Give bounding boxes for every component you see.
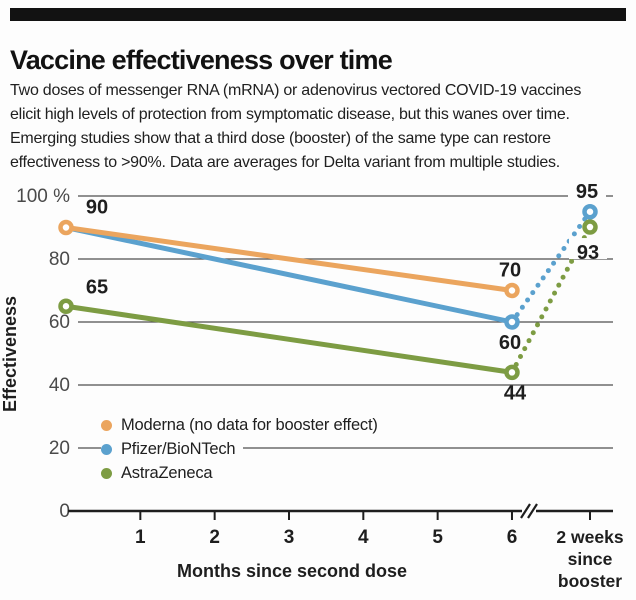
legend-label-astrazeneca: AstraZeneca <box>121 463 213 482</box>
point-label-65: 65 <box>86 276 108 298</box>
chart-legend: Moderna (no data for booster effect) Pfi… <box>101 414 386 484</box>
x-tick-label-6: 6 <box>507 527 518 548</box>
x-tick-label-4: 4 <box>358 527 369 548</box>
point-label-60: 60 <box>499 332 521 354</box>
y-axis-title: Effectiveness <box>0 296 20 412</box>
data-point-moderna-90 <box>58 219 74 236</box>
page-title: Vaccine effectiveness over time <box>10 45 393 76</box>
series-line-astrazeneca <box>63 303 515 375</box>
moderna-dot-icon <box>101 419 112 431</box>
legend-item-astrazeneca: AstraZeneca <box>101 462 221 484</box>
y-tick-label-40: 40 <box>49 375 70 396</box>
data-point-astrazeneca-65 <box>58 298 74 314</box>
point-label-90: 90 <box>86 197 108 219</box>
booster-tick-label-line-1: 2 weeks <box>556 527 623 547</box>
y-tick-label-60: 60 <box>49 312 70 333</box>
x-axis-title: Months since second dose <box>177 561 407 581</box>
astrazeneca-dot-icon <box>101 467 112 479</box>
data-point-astrazeneca-44 <box>504 364 520 381</box>
axis-break-slash-1 <box>520 503 531 519</box>
point-label-95: 95 <box>576 181 598 203</box>
x-tick-label-3: 3 <box>284 527 295 548</box>
data-point-astrazeneca-93 <box>582 219 598 235</box>
label-bg-95 <box>568 178 606 198</box>
booster-dotted-line-pfizer <box>509 209 593 325</box>
y-tick-label-0: 0 <box>59 501 70 522</box>
legend-label-moderna: Moderna (no data for booster effect) <box>121 415 378 434</box>
point-label-44: 44 <box>504 382 527 404</box>
point-label-70: 70 <box>499 260 521 282</box>
x-tick-label-2: 2 <box>209 527 220 548</box>
y-tick-label-20: 20 <box>49 438 70 459</box>
effectiveness-chart: 100 % 80 60 40 20 0 1 2 3 4 5 6 2 weeks since booster M… <box>0 178 636 600</box>
data-point-pfizer-60 <box>504 314 520 330</box>
legend-item-moderna: Moderna (no data for booster effect) <box>101 414 386 436</box>
pfizer-dot-icon <box>101 443 112 455</box>
booster-tick-label-line-2: since <box>568 549 613 569</box>
data-point-moderna-70 <box>504 282 520 299</box>
y-tick-label-80: 80 <box>49 249 70 270</box>
x-tick-label-5: 5 <box>432 527 443 548</box>
top-accent-bar <box>10 8 626 21</box>
chart-description: Two doses of messenger RNA (mRNA) or ade… <box>10 82 582 171</box>
legend-label-pfizer: Pfizer/BioNTech <box>121 439 236 458</box>
axis-break-slash-2 <box>527 503 538 519</box>
series-line-pfizer/biontech <box>63 225 515 325</box>
point-label-93: 93 <box>577 242 599 264</box>
x-tick-label-1: 1 <box>135 527 146 548</box>
legend-item-pfizer: Pfizer/BioNTech <box>101 438 244 460</box>
data-point-pfizer-95 <box>582 204 598 220</box>
y-tick-label-100: 100 % <box>16 186 70 207</box>
label-bg-93 <box>569 238 607 260</box>
series-line-moderna <box>63 225 515 293</box>
booster-tick-label-line-3: booster <box>558 571 622 591</box>
